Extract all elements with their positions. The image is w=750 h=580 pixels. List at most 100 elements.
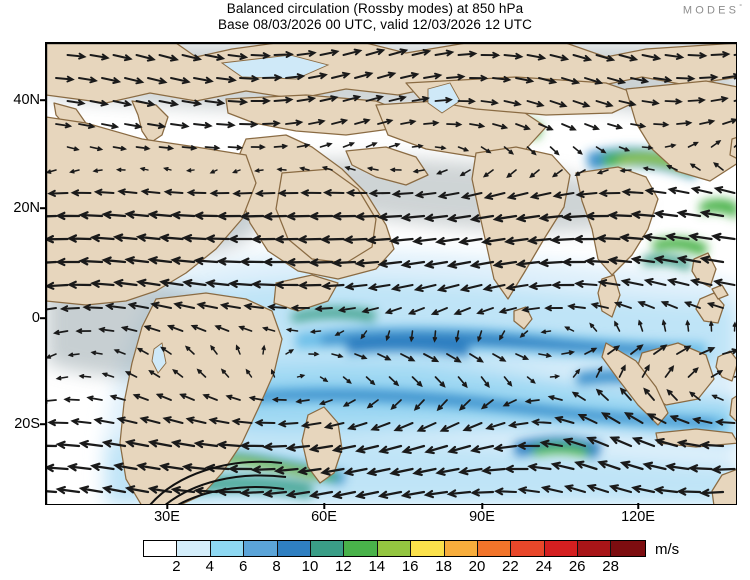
wind-arrow <box>411 376 423 388</box>
wind-arrow <box>214 325 230 332</box>
wind-arrow <box>70 189 92 197</box>
map-plot-area[interactable] <box>45 42 737 505</box>
wind-arrow <box>273 143 289 149</box>
wind-arrow <box>676 75 696 82</box>
colorbar-tick: 26 <box>568 558 586 575</box>
wind-arrow <box>367 283 391 292</box>
colorbar-tick-labels: 2 4 6 8 10 12 14 16 18 20 22 24 26 28 <box>143 558 644 580</box>
wind-arrow <box>124 371 138 378</box>
wind-arrow <box>347 421 368 431</box>
wind-arrow <box>676 487 702 496</box>
wind-arrow <box>321 166 333 171</box>
wind-arrow <box>446 121 463 128</box>
x-axis: 30E 60E 90E 120E <box>45 503 737 531</box>
wind-arrow <box>676 345 692 355</box>
wind-arrow <box>360 330 368 340</box>
wind-arrow <box>320 467 345 476</box>
wind-arrow <box>642 166 655 171</box>
wind-arrow <box>549 146 560 156</box>
wind-arrow <box>55 440 81 449</box>
wind-arrow <box>572 368 581 378</box>
wind-arrow <box>93 188 115 196</box>
wind-arrow <box>250 280 276 289</box>
wind-arrow <box>216 211 242 221</box>
wind-arrow <box>653 209 679 219</box>
wind-arrow <box>295 398 310 404</box>
wind-arrow <box>469 214 495 223</box>
wind-arrow <box>345 189 368 197</box>
wind-arrow <box>90 279 115 288</box>
x-tick-120E: 120E <box>621 503 655 525</box>
wind-arrow <box>549 374 561 379</box>
wind-arrow <box>170 439 196 448</box>
wind-arrow <box>308 212 334 221</box>
wind-arrow <box>498 307 517 314</box>
wind-arrow <box>172 369 184 378</box>
wind-arrow <box>66 234 92 243</box>
wind-arrow <box>526 146 537 156</box>
wind-arrow <box>710 140 722 148</box>
wind-arrow <box>55 375 69 381</box>
colorbar-tick: 4 <box>205 558 214 575</box>
wind-arrow <box>732 321 736 332</box>
wind-arrow <box>619 387 632 401</box>
wind-arrow <box>609 436 633 448</box>
wind-arrow <box>368 189 391 197</box>
wind-arrow <box>78 122 96 129</box>
wind-arrow <box>526 376 536 384</box>
wind-arrow <box>210 344 218 355</box>
wind-arrow <box>439 421 460 432</box>
wind-arrow <box>277 420 299 428</box>
wind-arrow <box>354 353 368 360</box>
wind-arrow <box>390 283 414 292</box>
wind-arrow <box>713 186 736 195</box>
wind-arrow <box>664 365 675 378</box>
wind-arrow <box>89 99 110 107</box>
wind-arrow <box>163 167 172 172</box>
wind-arrow <box>245 368 253 378</box>
wind-arrow <box>584 347 598 355</box>
x-tick-60E: 60E <box>311 503 337 525</box>
chart-title-block: Balanced circulation (Rossby modes) at 8… <box>0 1 750 33</box>
wind-arrow <box>319 49 340 56</box>
wind-arrow <box>713 278 736 287</box>
wind-arrow <box>140 188 161 196</box>
wind-arrow <box>524 398 540 404</box>
wind-arrow <box>544 304 563 312</box>
wind-arrow <box>46 490 58 494</box>
wind-arrow <box>46 169 57 174</box>
colorbar-segment <box>277 541 311 556</box>
wind-arrow <box>607 211 633 220</box>
wind-arrow <box>323 421 345 430</box>
wind-arrow <box>331 444 357 454</box>
wind-arrow <box>483 191 506 200</box>
wind-arrow <box>66 99 86 106</box>
wind-arrow <box>343 467 368 476</box>
wind-arrow <box>412 467 437 477</box>
colorbar-tick: 24 <box>535 558 553 575</box>
wind-arrow <box>112 54 133 62</box>
wind-arrow <box>424 444 449 455</box>
wind-arrow <box>116 416 138 425</box>
wind-arrow <box>227 98 249 106</box>
wind-arrow <box>86 395 103 402</box>
wind-arrow <box>331 212 357 221</box>
wind-arrow <box>285 73 306 81</box>
wind-arrow <box>342 48 363 56</box>
wind-arrow <box>66 463 92 472</box>
wind-arrow <box>190 324 207 332</box>
wind-arrow <box>270 368 276 378</box>
wind-arrow <box>238 325 253 332</box>
wind-arrow <box>620 278 644 287</box>
wind-arrow <box>722 73 736 80</box>
wind-arrow <box>470 444 495 454</box>
wind-arrow <box>457 50 478 58</box>
map-canvas <box>46 43 736 504</box>
wind-arrow <box>485 421 506 431</box>
wind-arrow <box>469 74 489 82</box>
wind-arrow <box>147 122 167 130</box>
wind-arrow <box>277 189 299 197</box>
wind-arrow <box>423 489 449 499</box>
x-tick-30E: 30E <box>154 503 180 525</box>
wind-arrow <box>342 399 356 407</box>
